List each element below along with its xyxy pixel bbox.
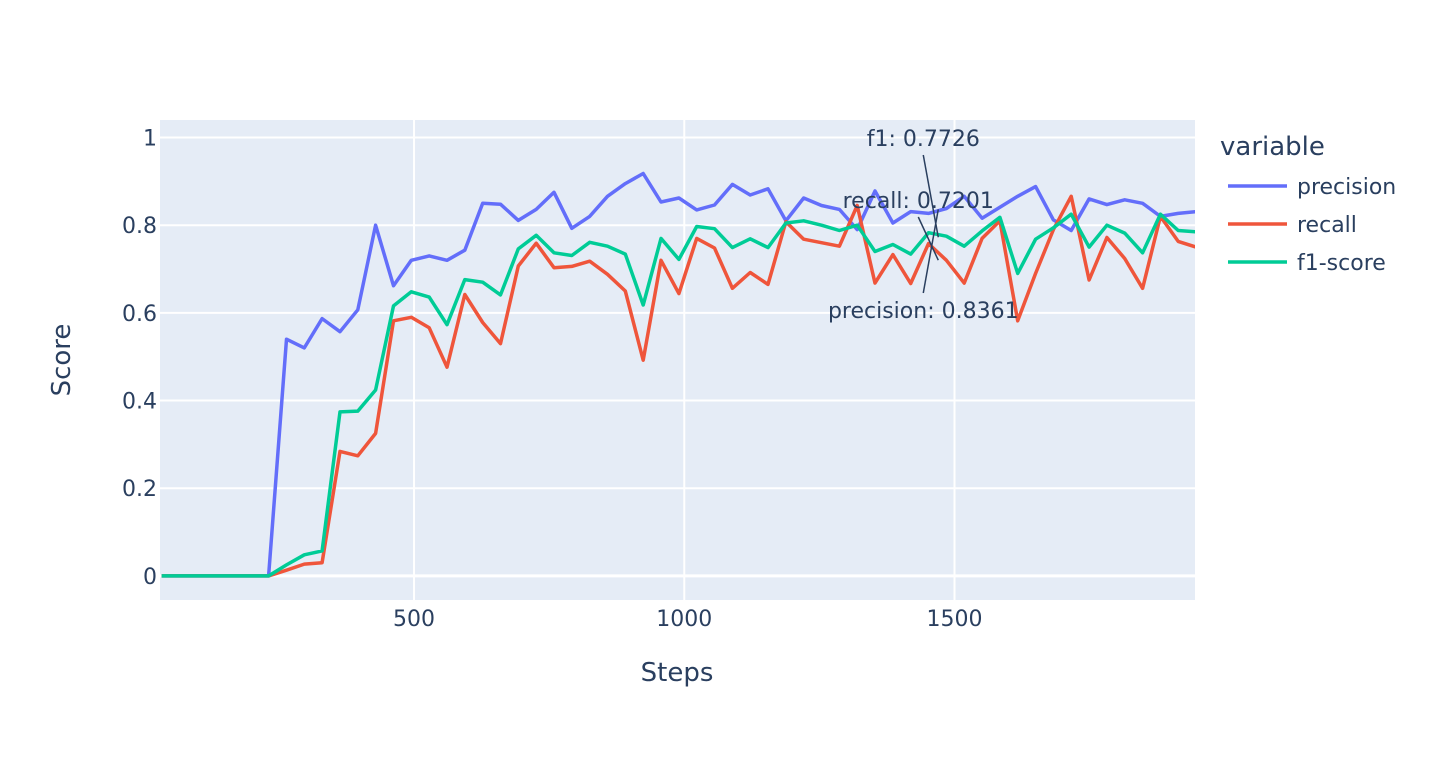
y-tick-label: 0.4	[122, 390, 157, 415]
x-tick-label: 1500	[926, 607, 982, 632]
x-axis-title: Steps	[641, 658, 714, 688]
annotation-label: recall: 0.7201	[843, 189, 994, 214]
legend[interactable]: variable precision recall f1-score	[1220, 132, 1396, 276]
annotation: recall: 0.7201	[843, 189, 994, 261]
y-tick-label: 1	[143, 127, 157, 152]
y-tick-label: 0.6	[122, 302, 157, 327]
hover-annotations: f1: 0.7726 recall: 0.7201 precision: 0.836…	[828, 127, 1019, 324]
legend-label: f1-score	[1297, 251, 1386, 276]
legend-item-recall[interactable]: recall	[1228, 213, 1357, 238]
y-tick-label: 0.8	[122, 214, 157, 239]
legend-item-f1-score[interactable]: f1-score	[1228, 251, 1386, 276]
y-axis-title: Score	[47, 324, 77, 397]
series-line-f1-score[interactable]	[161, 212, 1197, 578]
series-line-recall[interactable]	[161, 194, 1197, 578]
annotation: precision: 0.8361	[828, 209, 1019, 324]
series-line-precision[interactable]	[161, 171, 1197, 578]
legend-item-precision[interactable]: precision	[1228, 175, 1396, 200]
y-axis-ticks: 0 0.2 0.4 0.6 0.8 1	[122, 127, 157, 590]
x-tick-label: 1000	[656, 607, 712, 632]
y-tick-label: 0	[143, 565, 157, 590]
y-tick-label: 0.2	[122, 477, 157, 502]
annotation-label: f1: 0.7726	[867, 127, 980, 152]
annotation-arrow	[917, 216, 939, 261]
series-lines	[161, 171, 1197, 578]
x-axis-ticks: 500 1000 1500	[393, 607, 982, 632]
annotation-label: precision: 0.8361	[828, 299, 1019, 324]
legend-title: variable	[1220, 132, 1325, 162]
legend-label: precision	[1297, 175, 1396, 200]
x-tick-label: 500	[393, 607, 435, 632]
annotation-arrow	[922, 209, 940, 294]
annotation: f1: 0.7726	[867, 127, 980, 238]
legend-label: recall	[1297, 213, 1357, 238]
